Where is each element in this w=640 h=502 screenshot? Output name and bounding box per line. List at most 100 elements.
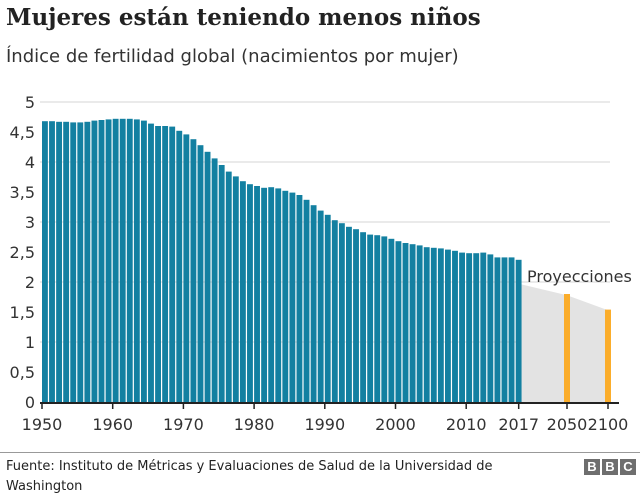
bar-1975 — [218, 165, 225, 402]
bar-2006 — [437, 248, 444, 402]
bar-1961 — [119, 118, 126, 403]
chart-title: Mujeres están teniendo menos niños — [6, 4, 481, 31]
bar-1980 — [254, 186, 260, 402]
bbc-logo: B B C — [584, 459, 636, 475]
bar-2017 — [515, 259, 522, 402]
chart-svg: 0 0,5 1 1,5 2 2,5 3 3,5 4 4,5 5 Proyecciones 1950 196… — [10, 93, 632, 434]
bar-2004 — [423, 247, 430, 402]
x-tick-label: 2100 — [588, 415, 629, 434]
y-tick-label: 0 — [25, 393, 35, 412]
x-tick-label: 2000 — [375, 415, 416, 434]
logo-letter: B — [602, 459, 618, 475]
x-tick-label: 2017 — [498, 415, 539, 434]
bar-1954 — [70, 122, 77, 403]
bar-1987 — [303, 199, 310, 402]
bar-1972 — [197, 145, 204, 402]
projection-bar-2050 — [564, 294, 570, 402]
bar-1966 — [155, 126, 161, 402]
y-tick-label: 3 — [25, 213, 35, 232]
bar-1959 — [105, 119, 112, 403]
bar-2002 — [409, 244, 416, 402]
bar-1993 — [346, 226, 352, 402]
bar-1963 — [133, 119, 140, 403]
bar-1989 — [317, 210, 324, 402]
bar-1986 — [296, 195, 303, 402]
y-tick-label: 5 — [25, 93, 35, 112]
bar-1952 — [56, 121, 63, 403]
bar-1991 — [331, 220, 338, 402]
source-note: Fuente: Instituto de Métricas y Evaluaci… — [6, 459, 493, 494]
bar-2014 — [494, 257, 501, 402]
y-tick-label: 2 — [25, 273, 35, 292]
bar-1958 — [98, 120, 105, 402]
bar-1984 — [282, 190, 289, 402]
bar-1965 — [148, 123, 154, 402]
x-tick-label: 2050 — [547, 415, 588, 434]
y-tick-label: 4 — [25, 153, 35, 172]
logo-letter: B — [584, 459, 600, 475]
bar-1994 — [353, 229, 359, 402]
x-tick-label: 1960 — [92, 415, 133, 434]
bar-1969 — [176, 130, 183, 403]
bar-2015 — [501, 257, 508, 402]
bar-1983 — [275, 188, 282, 402]
x-tick-label: 1990 — [304, 415, 345, 434]
bar-1973 — [204, 151, 211, 402]
bar-2016 — [508, 257, 515, 402]
bar-2011 — [473, 253, 480, 402]
bar-2009 — [459, 252, 465, 402]
y-tick-label: 0,5 — [10, 363, 35, 382]
bar-1977 — [232, 176, 239, 402]
logo-letter: C — [620, 459, 636, 475]
x-tick-label: 2010 — [446, 415, 487, 434]
bar-1985 — [289, 192, 296, 402]
projection-label: Proyecciones — [527, 267, 632, 286]
bar-1982 — [268, 187, 275, 402]
x-tick-label: 1950 — [22, 415, 63, 434]
bar-1955 — [77, 122, 84, 403]
bar-1968 — [169, 126, 176, 402]
y-tick-label: 1 — [25, 333, 35, 352]
bar-1964 — [140, 120, 147, 402]
bar-1998 — [381, 236, 388, 402]
bar-2005 — [430, 247, 437, 402]
bar-1990 — [324, 214, 331, 402]
y-tick-label: 3,5 — [10, 183, 35, 202]
bar-1951 — [49, 121, 55, 402]
bar-1978 — [239, 181, 246, 402]
bar-1950 — [42, 121, 48, 402]
bar-1992 — [338, 223, 345, 402]
y-tick-label: 2,5 — [10, 243, 35, 262]
bar-1970 — [183, 134, 190, 402]
bar-1974 — [211, 158, 218, 402]
bar-2007 — [444, 249, 451, 402]
bar-2013 — [487, 254, 494, 402]
bar-1967 — [162, 126, 169, 402]
bar-2012 — [480, 252, 487, 402]
bar-1962 — [126, 118, 133, 403]
bar-1976 — [225, 171, 232, 402]
projection-area — [516, 283, 608, 402]
bar-1981 — [261, 187, 268, 402]
x-tick-label: 1970 — [163, 415, 204, 434]
chart-subtitle: Índice de fertilidad global (nacimientos… — [6, 46, 459, 67]
bar-1996 — [367, 234, 374, 402]
bar-1957 — [91, 120, 98, 402]
projection-bar-2100 — [605, 309, 611, 402]
y-tick-label: 1,5 — [10, 303, 35, 322]
bar-1960 — [112, 118, 119, 403]
bar-2001 — [402, 243, 409, 402]
bar-1971 — [190, 139, 197, 402]
footer-divider — [0, 452, 640, 453]
bar-2008 — [452, 250, 458, 402]
bar-1953 — [63, 121, 70, 403]
bar-2003 — [416, 245, 423, 402]
bar-1988 — [310, 205, 317, 402]
bar-1979 — [247, 184, 253, 402]
bar-1995 — [360, 232, 367, 402]
x-tick-label: 1980 — [234, 415, 275, 434]
bar-2010 — [466, 253, 473, 402]
bar-1999 — [388, 238, 395, 402]
bar-2000 — [395, 241, 402, 402]
bar-1956 — [84, 121, 91, 403]
